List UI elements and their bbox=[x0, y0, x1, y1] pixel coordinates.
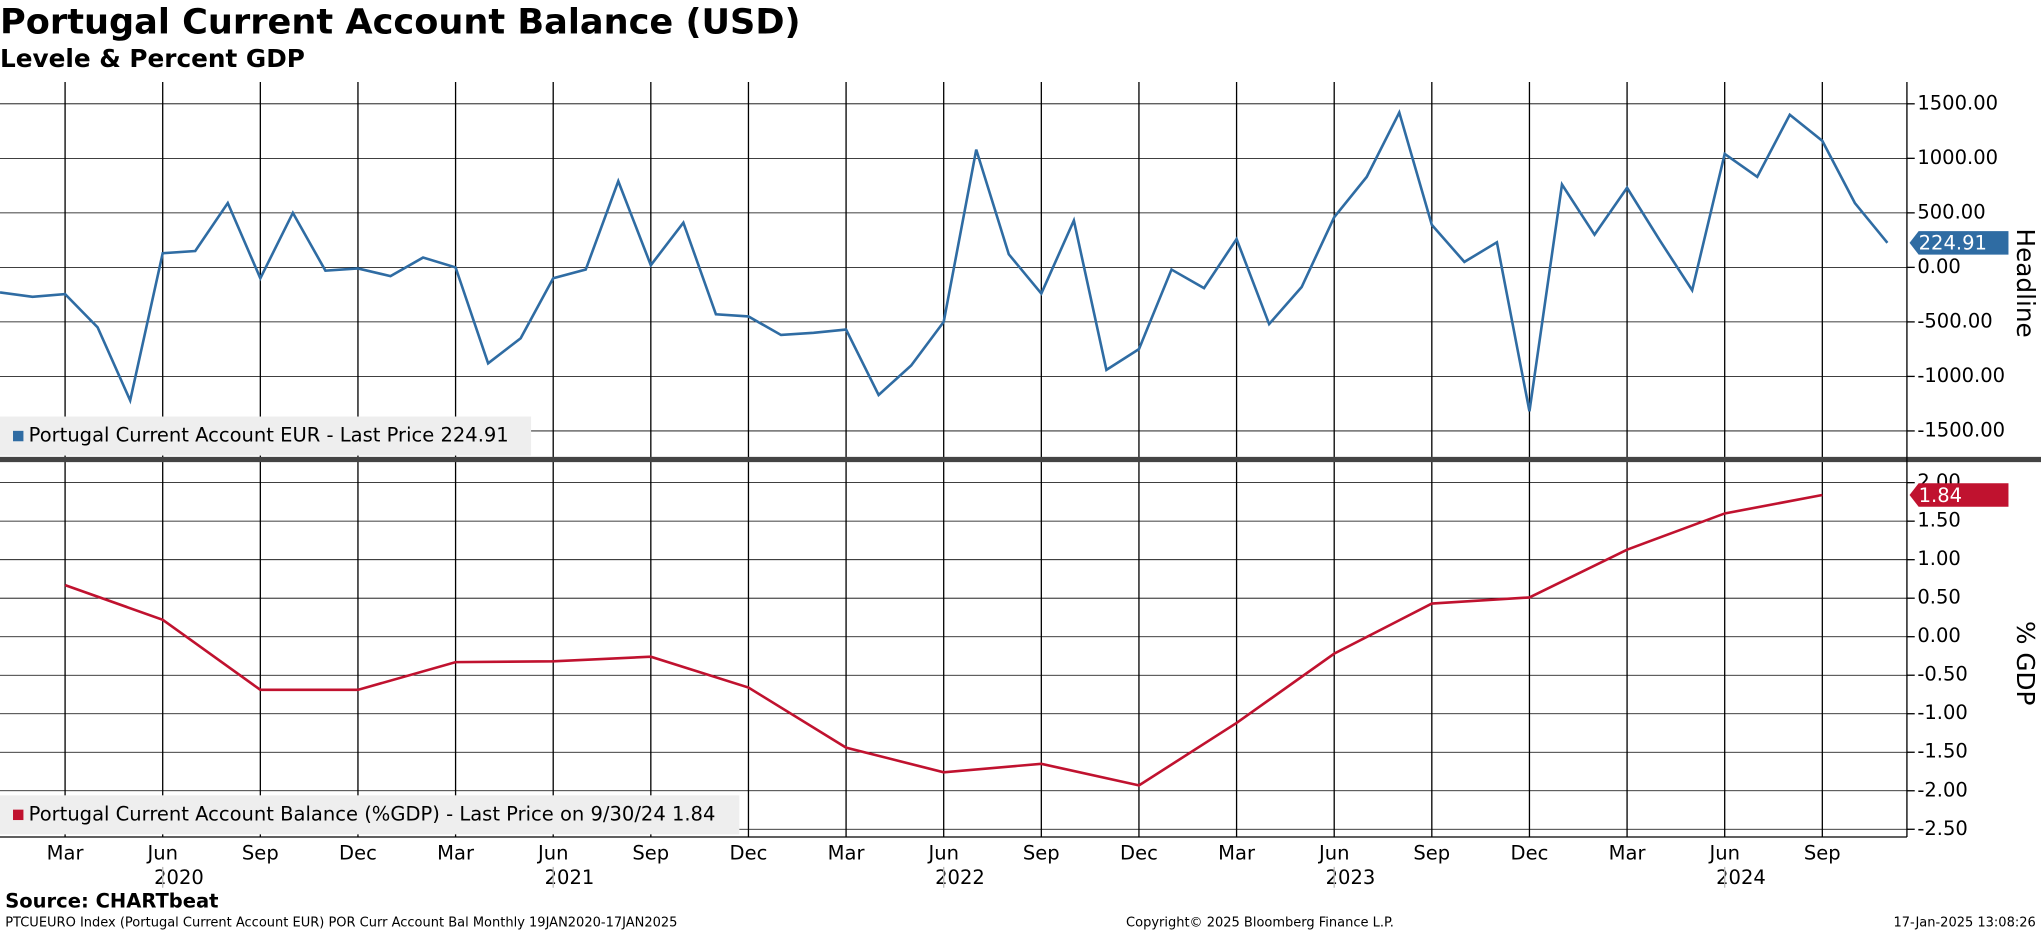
x-tick-label: Mar bbox=[1609, 841, 1647, 864]
y-tick-label: 1.00 bbox=[1917, 547, 1960, 570]
x-tick-label: Jun bbox=[926, 841, 958, 864]
footer-left: PTCUEURO Index (Portugal Current Account… bbox=[5, 915, 677, 930]
x-year-label: 2020 bbox=[154, 866, 204, 889]
legend-label: Portugal Current Account EUR - Last Pric… bbox=[29, 424, 509, 447]
legend-swatch bbox=[13, 430, 24, 442]
legend-label: Portugal Current Account Balance (%GDP) … bbox=[29, 802, 716, 825]
legend-box bbox=[0, 795, 740, 835]
y-tick-label: -2.00 bbox=[1917, 778, 1967, 801]
footer-center: Copyright© 2025 Bloomberg Finance L.P. bbox=[1126, 915, 1394, 930]
x-tick-label: Sep bbox=[242, 841, 279, 864]
x-tick-label: Dec bbox=[1120, 841, 1158, 864]
y-tick-label: 1500.00 bbox=[1917, 91, 1998, 114]
y-tick-label: 1.50 bbox=[1917, 509, 1960, 532]
x-tick-label: Sep bbox=[1413, 841, 1450, 864]
legend-swatch bbox=[13, 809, 24, 821]
x-tick-label: Sep bbox=[1804, 841, 1841, 864]
x-tick-label: Sep bbox=[1023, 841, 1060, 864]
x-year-label: 2022 bbox=[935, 866, 985, 889]
x-tick-label: Jun bbox=[536, 841, 568, 864]
x-tick-label: Dec bbox=[730, 841, 768, 864]
y-tick-label: 0.00 bbox=[1917, 624, 1960, 647]
legend-box bbox=[0, 416, 532, 456]
x-tick-label: Jun bbox=[1707, 841, 1739, 864]
y-axis-label: % GDP bbox=[2011, 621, 2040, 706]
series-line bbox=[64, 493, 1823, 787]
x-year-label: 2023 bbox=[1326, 866, 1376, 889]
x-tick-label: Mar bbox=[47, 841, 85, 864]
source: Source: CHARTbeat bbox=[5, 890, 218, 913]
y-tick-label: 0.50 bbox=[1917, 586, 1960, 609]
y-tick-label: -1.00 bbox=[1917, 701, 1967, 724]
x-year-label: 2021 bbox=[545, 866, 595, 889]
y-tick-label: -500.00 bbox=[1917, 309, 1992, 332]
x-tick-label: Mar bbox=[437, 841, 475, 864]
y-axis-label: Headline bbox=[2011, 228, 2040, 337]
x-tick-label: Jun bbox=[1317, 841, 1349, 864]
series-line bbox=[0, 108, 1889, 412]
y-tick-label: 0.00 bbox=[1917, 255, 1960, 278]
chart-subtitle: Levele & Percent GDP bbox=[0, 44, 305, 73]
y-tick-label: -0.50 bbox=[1917, 663, 1967, 686]
last-price-tag bbox=[1909, 483, 2009, 507]
x-tick-label: Dec bbox=[1511, 841, 1549, 864]
footer-right: 17-Jan-2025 13:08:26 bbox=[1893, 915, 2035, 930]
x-tick-label: Dec bbox=[339, 841, 377, 864]
y-tick-label: 500.00 bbox=[1917, 200, 1985, 223]
y-tick-label: -1.50 bbox=[1917, 740, 1967, 763]
last-price-label: 1.84 bbox=[1919, 484, 1962, 507]
chart-title: Portugal Current Account Balance (USD) bbox=[0, 1, 801, 42]
x-year-label: 2024 bbox=[1716, 866, 1766, 889]
y-tick-label: -2.50 bbox=[1917, 817, 1967, 840]
y-tick-label: 1000.00 bbox=[1917, 146, 1998, 169]
x-tick-label: Jun bbox=[145, 841, 177, 864]
last-price-label: 224.91 bbox=[1919, 232, 1987, 255]
y-tick-label: -1500.00 bbox=[1917, 418, 2005, 441]
x-tick-label: Sep bbox=[632, 841, 669, 864]
x-tick-label: Mar bbox=[828, 841, 866, 864]
last-price-tag bbox=[1909, 231, 2009, 255]
x-tick-label: Mar bbox=[1218, 841, 1256, 864]
y-tick-label: -1000.00 bbox=[1917, 364, 2005, 387]
